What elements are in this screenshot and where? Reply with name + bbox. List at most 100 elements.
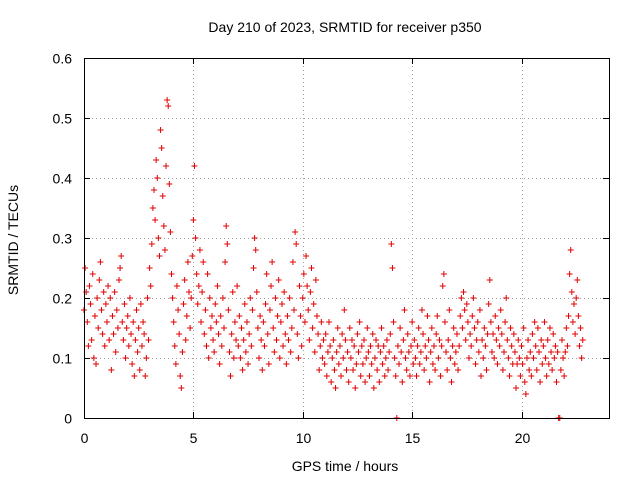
data-point [575,313,582,319]
data-point [301,319,308,325]
data-point [198,319,205,325]
data-point [558,337,565,343]
data-point [468,343,475,349]
data-point [215,331,222,337]
data-point [269,259,276,265]
data-point [268,283,275,289]
data-point [130,319,137,325]
data-point [141,331,148,337]
data-point [122,355,129,361]
data-point [526,367,533,373]
data-point [451,361,458,367]
data-point [158,145,165,151]
data-point [234,283,241,289]
data-point [324,349,331,355]
data-point [455,367,462,373]
data-point [531,319,538,325]
data-point [466,355,472,361]
data-point [311,349,318,355]
data-point [382,355,389,361]
data-point [565,313,572,319]
data-point [540,343,547,349]
data-point [223,223,230,229]
data-point [539,361,546,367]
data-point [478,373,485,379]
data-point [341,307,348,313]
data-point [446,307,453,313]
data-point [433,331,440,337]
data-point [315,331,322,337]
data-point [340,355,347,361]
data-point [91,313,98,319]
data-point [467,331,474,337]
data-point [438,343,445,349]
data-point [387,331,394,337]
data-point [401,307,408,313]
data-point [171,343,178,349]
data-point [564,343,571,349]
data-point [410,361,417,367]
data-point [392,373,399,379]
data-point [579,337,586,343]
data-point [495,325,502,331]
data-point [571,301,577,307]
x-tick-label: 20 [515,430,531,446]
data-point [226,349,233,355]
data-point [167,229,174,235]
data-point [396,361,402,367]
data-point [125,343,132,349]
data-point [475,349,482,355]
data-point [212,301,219,307]
data-point [371,355,378,361]
data-point [175,307,182,313]
data-point [461,307,468,313]
data-point [534,325,541,331]
data-point [355,349,362,355]
data-point [543,373,550,379]
data-point [166,181,173,187]
data-point [422,343,429,349]
data-point [553,379,560,385]
data-point [344,349,351,355]
data-point [256,355,262,361]
data-point [227,373,234,379]
data-point [270,325,277,331]
data-point [403,367,410,373]
data-point [88,337,95,343]
data-point [560,355,567,361]
data-point [546,325,553,331]
x-tick-label: 5 [190,430,198,446]
data-point [224,241,231,247]
data-point [148,241,155,247]
data-point [199,289,206,295]
data-point [356,319,363,325]
data-point [487,319,494,325]
data-point [514,361,521,367]
data-point [261,343,268,349]
data-point [369,331,376,337]
data-point [251,235,258,241]
data-point [164,97,171,103]
data-point [128,331,135,337]
y-tick-label: 0.1 [53,351,73,367]
data-point [214,283,221,289]
data-point [118,253,125,259]
data-point [96,277,103,283]
data-point [578,355,585,361]
data-point [169,295,176,301]
data-point [155,235,162,241]
data-point [103,319,110,325]
data-point [205,355,212,361]
data-point [210,337,217,343]
data-point [376,379,383,385]
data-point [562,349,569,355]
data-point [188,295,195,301]
data-point [202,307,209,313]
data-point [499,367,506,373]
data-point [480,355,487,361]
data-point [207,325,214,331]
data-point [317,343,324,349]
data-point [421,367,428,373]
data-point [321,361,328,367]
data-point [409,319,416,325]
